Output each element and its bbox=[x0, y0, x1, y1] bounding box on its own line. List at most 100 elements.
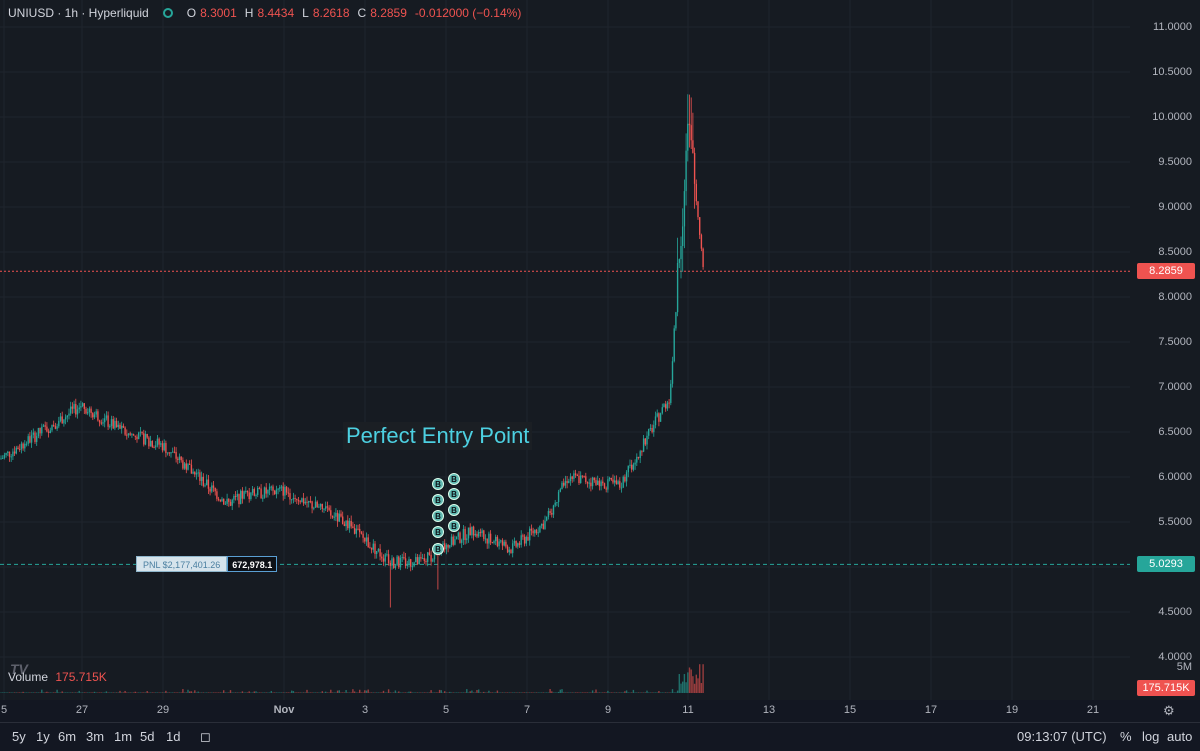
candle-body bbox=[512, 543, 514, 554]
candle-body bbox=[102, 422, 104, 424]
candle-body bbox=[661, 407, 663, 414]
auto-toggle[interactable]: auto bbox=[1167, 729, 1193, 744]
volume-bar bbox=[29, 692, 31, 693]
candle-body bbox=[64, 417, 67, 420]
timeframe-button-3m[interactable]: 3m bbox=[86, 729, 105, 744]
buy-marker-icon[interactable]: B bbox=[448, 488, 460, 500]
volume-bar bbox=[177, 692, 179, 693]
timeframe-button-1y[interactable]: 1y bbox=[36, 729, 50, 744]
candle-body bbox=[479, 532, 482, 534]
symbol-label[interactable]: UNIUSD · 1h · Hyperliquid bbox=[8, 6, 149, 20]
timeframe-button-1d[interactable]: 1d bbox=[166, 729, 181, 744]
volume-bar bbox=[605, 692, 607, 693]
position-pnl-box[interactable]: PNL $2,177,401.26 672,978.1 bbox=[136, 556, 278, 572]
price-tick-label: 8.0000 bbox=[1158, 291, 1192, 303]
candle-body bbox=[291, 499, 293, 501]
volume-bar bbox=[510, 692, 512, 693]
candle-body bbox=[59, 416, 62, 421]
volume-bar bbox=[146, 691, 148, 693]
candle-body bbox=[282, 486, 284, 496]
volume-bar bbox=[646, 690, 648, 693]
candle-body bbox=[258, 487, 261, 489]
log-toggle[interactable]: log bbox=[1142, 729, 1160, 744]
timeframe-button-5d[interactable]: 5d bbox=[140, 729, 155, 744]
candle-body bbox=[319, 503, 322, 507]
volume-bar bbox=[155, 692, 157, 693]
volume-bar bbox=[284, 692, 286, 693]
buy-marker-icon[interactable]: B bbox=[448, 504, 460, 516]
candle-body bbox=[542, 523, 544, 529]
volume-bar bbox=[498, 692, 500, 693]
utc-time[interactable]: 09:13:07 (UTC) bbox=[1017, 729, 1107, 744]
volume-bar bbox=[224, 692, 227, 693]
candle-body bbox=[104, 418, 106, 423]
volume-bar bbox=[573, 692, 575, 693]
timeframe-button-1m[interactable]: 1m bbox=[114, 729, 133, 744]
candle-body bbox=[155, 445, 157, 448]
time-axis[interactable]: 5 27 29 Nov 3 5 7 9 11 13 15 17 19 21 bbox=[0, 700, 1130, 722]
volume-bar bbox=[472, 692, 475, 693]
open-label: O bbox=[186, 6, 197, 20]
candle-body bbox=[688, 123, 691, 126]
volume-bar bbox=[350, 692, 352, 693]
buy-marker-icon[interactable]: B bbox=[448, 473, 460, 485]
volume-bar bbox=[591, 690, 594, 693]
candle-body bbox=[107, 415, 109, 427]
annotation-text[interactable]: Perfect Entry Point bbox=[343, 422, 533, 450]
candle-body bbox=[168, 452, 170, 454]
buy-marker-icon[interactable]: B bbox=[448, 520, 460, 532]
candle-body bbox=[393, 558, 395, 568]
volume-bar bbox=[588, 692, 590, 693]
candle-body bbox=[335, 512, 337, 517]
candle-body bbox=[70, 406, 72, 414]
buy-marker-icon[interactable]: B bbox=[432, 510, 444, 522]
volume-bar bbox=[221, 692, 223, 693]
candle-body bbox=[233, 495, 235, 500]
goto-date-icon[interactable]: ◻ bbox=[200, 729, 211, 744]
price-chart[interactable] bbox=[0, 0, 1130, 700]
buy-marker-icon[interactable]: B bbox=[432, 543, 444, 555]
candle-body bbox=[537, 532, 539, 534]
candle-body bbox=[462, 529, 465, 541]
volume-bar bbox=[580, 692, 582, 693]
candle-body bbox=[491, 542, 493, 544]
volume-bar bbox=[321, 691, 323, 693]
volume-bar bbox=[20, 692, 23, 693]
percent-toggle[interactable]: % bbox=[1120, 729, 1132, 744]
candle-body bbox=[515, 540, 517, 547]
volume-bar bbox=[190, 691, 193, 693]
candle-body bbox=[642, 438, 645, 452]
volume-bar bbox=[132, 692, 135, 693]
candle-body bbox=[357, 528, 359, 530]
volume-bar bbox=[625, 690, 628, 693]
chart-area[interactable] bbox=[0, 0, 1130, 700]
price-tick-label: 8.5000 bbox=[1158, 246, 1192, 258]
buy-marker-icon[interactable]: B bbox=[432, 494, 444, 506]
bottom-toolbar: 5y 1y 6m 3m 1m 5d 1d ◻ 09:13:07 (UTC) % log au… bbox=[0, 722, 1200, 751]
candle-body bbox=[421, 558, 424, 560]
volume-bar bbox=[455, 692, 458, 693]
candle-body bbox=[5, 452, 7, 455]
volume-bar bbox=[357, 692, 359, 693]
price-tick-label: 9.5000 bbox=[1158, 156, 1192, 168]
volume-bar bbox=[245, 692, 247, 693]
volume-bar bbox=[544, 692, 546, 693]
timeframe-button-6m[interactable]: 6m bbox=[58, 729, 77, 744]
volume-bar bbox=[447, 692, 449, 693]
volume-bar bbox=[282, 692, 284, 693]
buy-marker-icon[interactable]: B bbox=[432, 478, 444, 490]
volume-bar bbox=[517, 692, 519, 693]
price-axis[interactable]: 11.0000 10.5000 10.0000 9.5000 9.0000 8.5000 8… bbox=[1130, 0, 1200, 700]
tradingview-logo[interactable]: TV bbox=[10, 661, 28, 677]
volume-bar bbox=[277, 692, 279, 693]
volume-bar bbox=[136, 692, 138, 693]
buy-marker-icon[interactable]: B bbox=[432, 526, 444, 538]
volume-bar bbox=[381, 692, 383, 693]
timeframe-button-5y[interactable]: 5y bbox=[12, 729, 26, 744]
volume-bar bbox=[285, 692, 288, 693]
candle-body bbox=[692, 140, 694, 153]
settings-gear-icon[interactable]: ⚙ bbox=[1163, 703, 1175, 718]
volume-bar bbox=[614, 692, 616, 693]
candle-body bbox=[527, 536, 529, 541]
volume-bar bbox=[238, 692, 240, 693]
